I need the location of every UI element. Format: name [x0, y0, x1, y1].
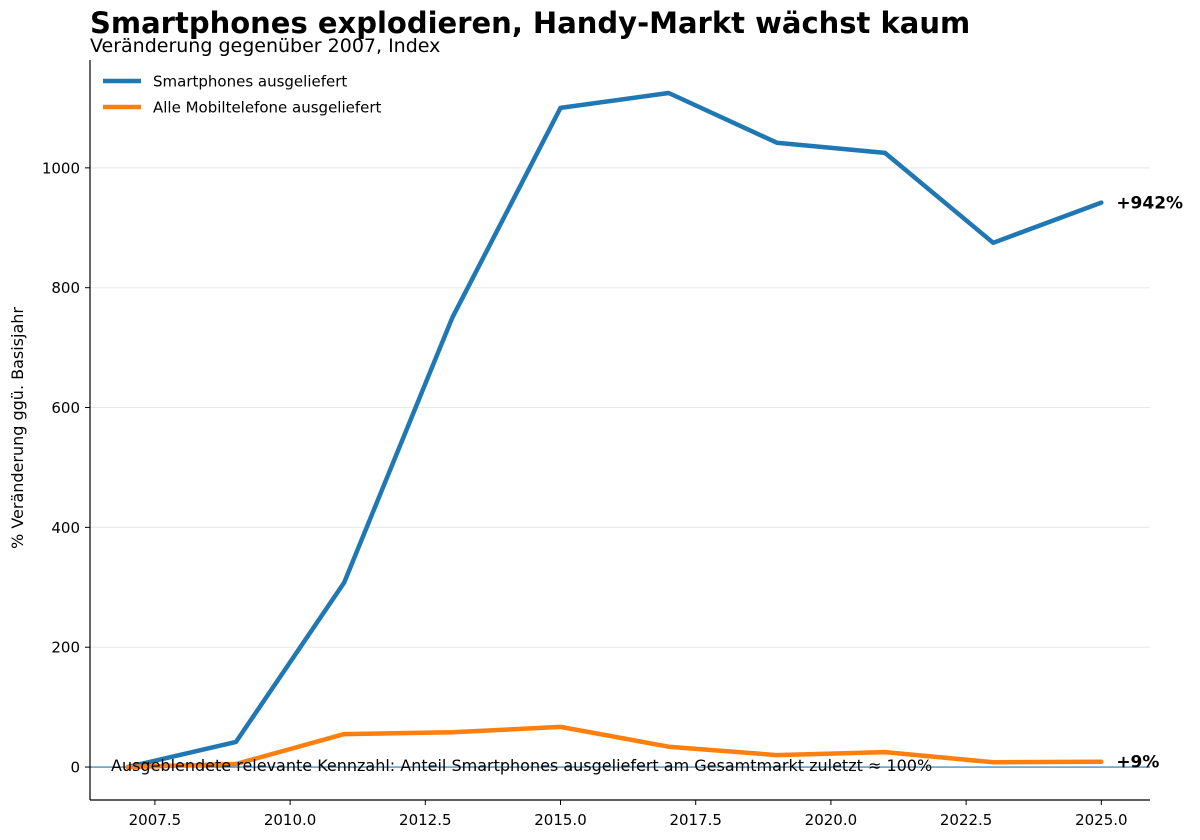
- y-tick-label-4: 800: [51, 279, 80, 297]
- legend: Smartphones ausgeliefert Alle Mobiltelefo…: [103, 73, 382, 117]
- series-line-0: [125, 90, 1104, 770]
- x-tick-label-4: 2017.5: [669, 811, 722, 829]
- x-axis-ticks: 2007.5 2010.0 2012.5 2015.0 2017.5 2020.0 2022…: [129, 800, 1128, 829]
- series-line-1: [125, 724, 1104, 770]
- end-label-1: +9%: [1116, 753, 1159, 773]
- end-labels: +942% +9%: [1116, 194, 1183, 773]
- x-tick-label-5: 2020.0: [805, 811, 858, 829]
- y-axis-label: % Veränderung ggü. Basisjahr: [8, 307, 27, 549]
- series-layer: [125, 90, 1104, 770]
- x-tick-label-6: 2022.5: [940, 811, 993, 829]
- legend-label-0: Smartphones ausgeliefert: [153, 73, 347, 91]
- y-axis-ticks: 0 200 400 600 800 1000: [42, 159, 90, 777]
- y-tick-label-1: 200: [51, 639, 80, 657]
- x-tick-label-0: 2007.5: [129, 811, 182, 829]
- y-tick-label-5: 1000: [42, 159, 80, 177]
- y-tick-label-0: 0: [70, 759, 80, 777]
- axes: [89, 60, 1150, 801]
- x-tick-label-7: 2025.0: [1075, 811, 1128, 829]
- chart-title: Smartphones explodieren, Handy-Markt wäc…: [90, 6, 971, 40]
- grid-lines: [90, 167, 1150, 768]
- chart-subtitle: Veränderung gegenüber 2007, Index: [90, 35, 441, 57]
- end-label-0: +942%: [1116, 194, 1183, 214]
- x-tick-label-1: 2010.0: [264, 811, 317, 829]
- y-tick-label-3: 600: [51, 399, 80, 417]
- x-tick-label-2: 2012.5: [399, 811, 452, 829]
- x-tick-label-3: 2015.0: [534, 811, 587, 829]
- legend-label-1: Alle Mobiltelefone ausgeliefert: [153, 99, 382, 117]
- y-tick-label-2: 400: [51, 519, 80, 537]
- annotation-text: Ausgeblendete relevante Kennzahl: Anteil…: [111, 756, 932, 775]
